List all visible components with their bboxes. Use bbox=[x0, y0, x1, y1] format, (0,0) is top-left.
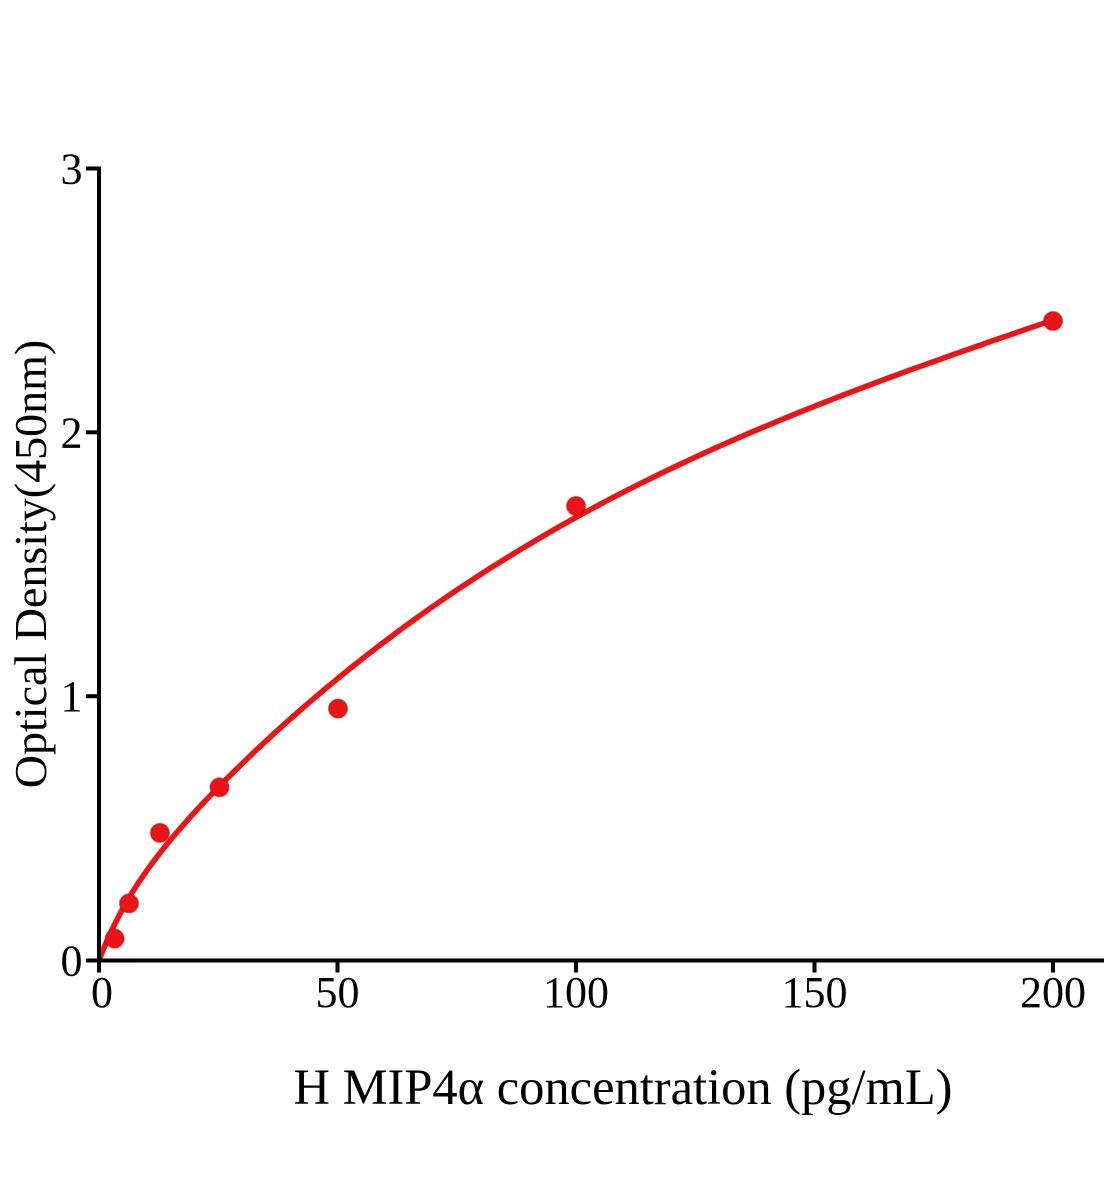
svg-text:0: 0 bbox=[61, 937, 83, 986]
svg-text:H MIP4α concentration (pg/mL): H MIP4α concentration (pg/mL) bbox=[294, 1059, 953, 1115]
svg-text:200: 200 bbox=[1020, 968, 1086, 1017]
svg-text:150: 150 bbox=[782, 968, 848, 1017]
svg-text:50: 50 bbox=[316, 968, 360, 1017]
svg-text:Optical Density(450nm): Optical Density(450nm) bbox=[5, 340, 56, 788]
svg-text:1: 1 bbox=[61, 672, 83, 721]
svg-text:3: 3 bbox=[61, 145, 83, 194]
svg-text:100: 100 bbox=[543, 968, 609, 1017]
svg-text:2: 2 bbox=[61, 408, 83, 457]
svg-text:0: 0 bbox=[91, 968, 113, 1017]
